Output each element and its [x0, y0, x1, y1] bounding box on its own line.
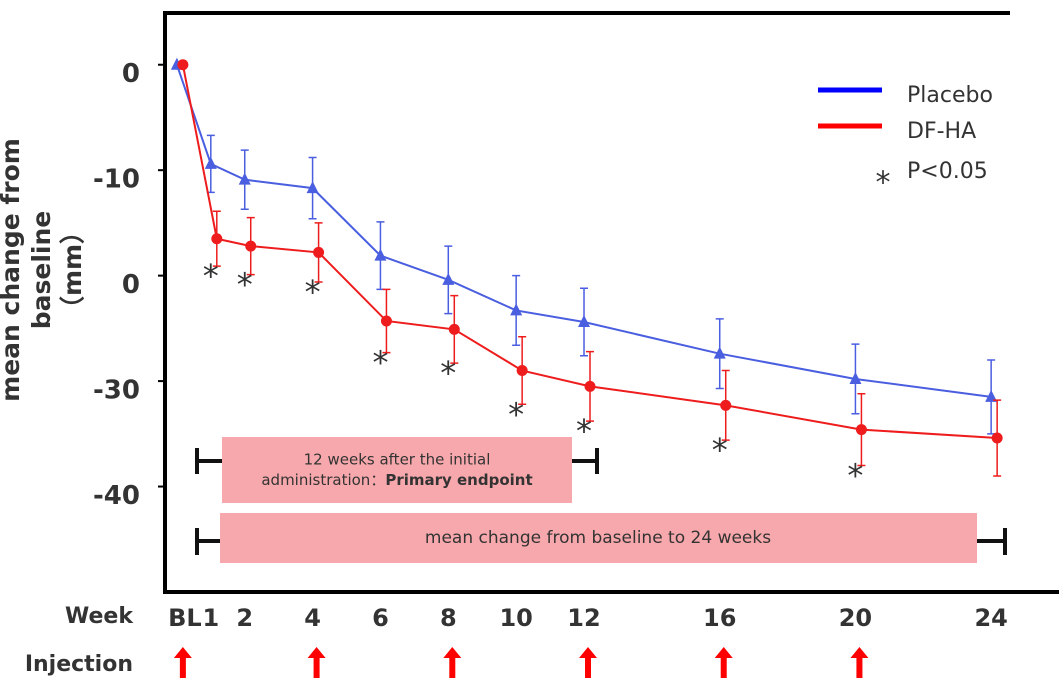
marker [177, 59, 189, 71]
significance-marker: * [203, 257, 219, 295]
marker [849, 371, 862, 384]
significance-marker: * [712, 431, 728, 469]
marker [855, 424, 867, 436]
marker [516, 365, 528, 377]
injection-label: Injection [25, 652, 133, 677]
x-tick-label: BL [168, 604, 202, 632]
marker [991, 432, 1003, 444]
significance-marker: * [508, 395, 524, 433]
marker [713, 346, 726, 359]
bands: 12 weeks after the initial administratio… [195, 437, 1007, 563]
x-tick-label: 20 [839, 604, 872, 632]
significance-marker: * [576, 412, 592, 450]
marker [204, 156, 217, 169]
x-tick-label: 16 [703, 604, 736, 632]
significance-marker: * [372, 344, 388, 382]
bracket [195, 448, 599, 474]
x-tick-label: 6 [372, 604, 389, 632]
marker [584, 380, 596, 392]
y-tick-label: 0 [122, 270, 140, 300]
marker [448, 323, 460, 335]
marker [313, 246, 325, 258]
legend-label: Placebo [907, 83, 993, 108]
bracket [195, 528, 1007, 555]
x-tick-label: 12 [567, 604, 600, 632]
injection-arrow [173, 647, 192, 678]
marker [238, 172, 251, 185]
band-text: administration：Primary endpoint [261, 471, 532, 489]
band-text: 12 weeks after the initial [304, 451, 491, 469]
significance-marker: * [305, 273, 321, 311]
marker [211, 233, 223, 245]
x-tick-label: 10 [499, 604, 532, 632]
legend-label: DF-HA [907, 119, 976, 144]
y-tick-label: -10 [93, 165, 140, 195]
legend-marker: * [876, 166, 891, 201]
x-tick-label: 24 [974, 604, 1007, 632]
marker [720, 399, 732, 411]
y-tick-label: -40 [93, 481, 140, 511]
legend-label: P<0.05 [907, 159, 988, 184]
marker [510, 303, 523, 316]
x-axis-label: Week [65, 604, 134, 629]
band [220, 513, 977, 563]
x-tick-label: 1 [202, 604, 219, 632]
y-tick-label: -30 [93, 376, 140, 406]
marker [442, 272, 455, 285]
significance-marker: * [847, 456, 863, 494]
marker [578, 315, 591, 328]
injection-arrow [307, 647, 326, 678]
band [222, 437, 572, 503]
marker [245, 240, 257, 252]
marker [374, 248, 387, 261]
band-text: mean change from baseline to 24 weeks [425, 528, 771, 548]
y-axis-label: mean change frombaseline（mm） [0, 138, 87, 402]
y-tick-label: 0 [122, 59, 140, 89]
marker [306, 181, 319, 194]
significance-marker: * [440, 354, 456, 392]
marker [380, 315, 392, 327]
injection-arrow [850, 647, 869, 678]
significance-marker: * [237, 266, 253, 304]
x-tick-label: 4 [304, 604, 321, 632]
x-tick-label: 8 [440, 604, 457, 632]
injection-arrow [579, 647, 598, 678]
injection-arrow [443, 647, 462, 678]
marker [985, 389, 998, 402]
x-tick-label: 2 [236, 604, 253, 632]
injection-arrow [714, 647, 733, 678]
